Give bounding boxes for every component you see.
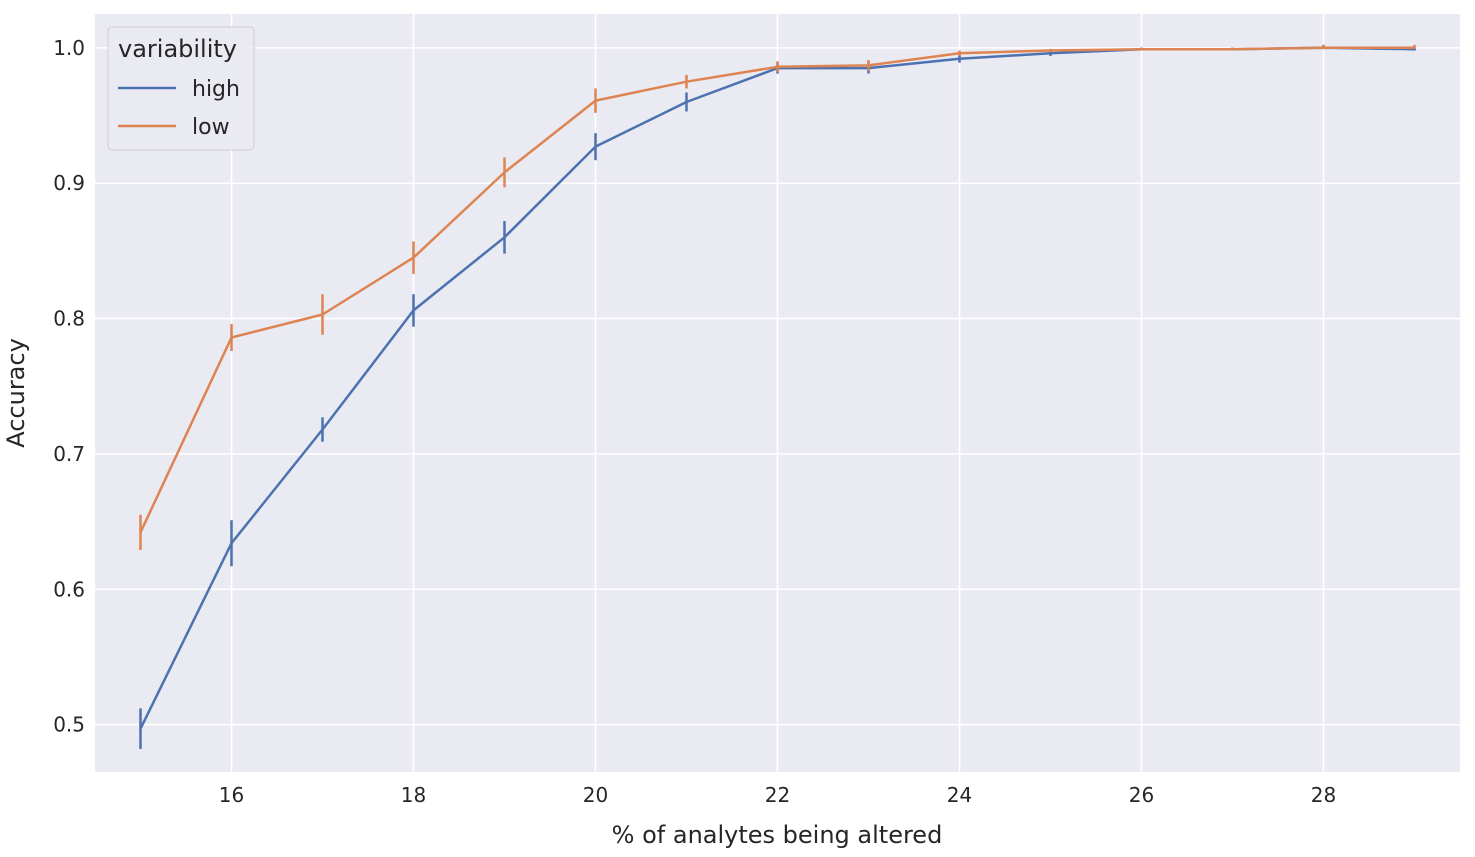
- x-tick-label: 20: [583, 783, 608, 807]
- x-tick-label: 28: [1311, 783, 1336, 807]
- y-tick-label: 0.6: [53, 577, 85, 601]
- y-axis-label: Accuracy: [2, 338, 30, 448]
- legend: variability high low: [107, 26, 255, 151]
- x-tick-label: 22: [765, 783, 790, 807]
- y-tick-label: 0.9: [53, 171, 85, 195]
- series-low: [139, 44, 1416, 551]
- y-tick-label: 0.5: [53, 713, 85, 737]
- x-tick-label: 24: [947, 783, 972, 807]
- legend-label-low: low: [192, 115, 230, 140]
- y-tick-label: 1.0: [53, 36, 85, 60]
- x-tick-label: 16: [219, 783, 244, 807]
- x-tick-labels: 16 18 20 22 24 26 28: [219, 783, 1336, 807]
- y-tick-label: 0.8: [53, 307, 85, 331]
- x-tick-label: 26: [1129, 783, 1154, 807]
- legend-title: variability: [118, 35, 237, 63]
- legend-box: [107, 26, 255, 151]
- x-axis-label: % of analytes being altered: [612, 821, 943, 849]
- legend-label-high: high: [192, 77, 240, 102]
- y-tick-label: 0.7: [53, 442, 85, 466]
- series-layer: [139, 44, 1416, 749]
- x-tick-label: 18: [401, 783, 426, 807]
- y-tick-labels: 0.5 0.6 0.7 0.8 0.9 1.0: [53, 36, 85, 737]
